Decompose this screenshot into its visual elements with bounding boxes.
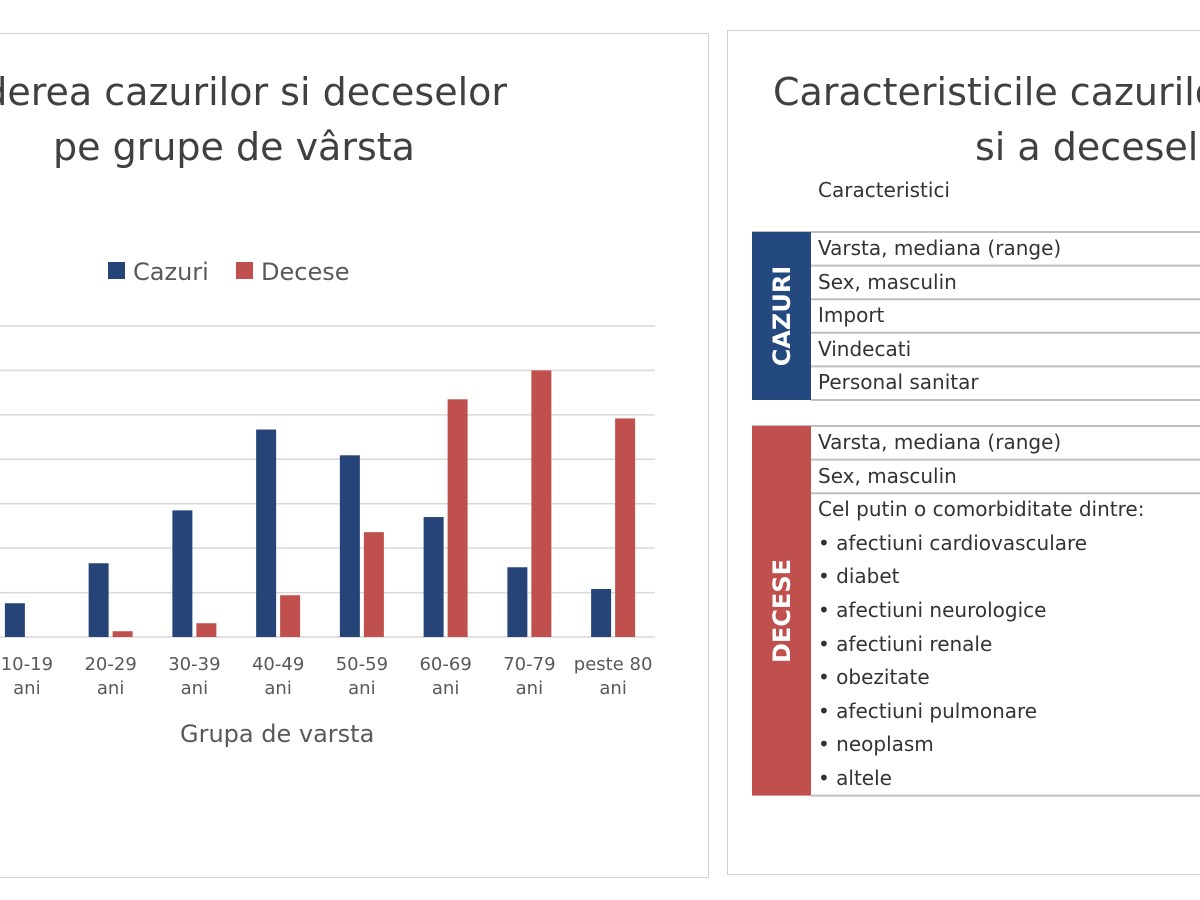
x-tick-label: 60-69 ani (419, 654, 472, 699)
bar (112, 631, 133, 637)
list-item: • afectiuni cardiovasculare (818, 530, 1088, 555)
bar (615, 418, 636, 637)
bar (4, 603, 25, 637)
bar (256, 429, 277, 637)
x-tick-label: 10-19 ani (0, 654, 54, 699)
row-label: Varsta, mediana (range) (818, 236, 1062, 260)
bar (447, 399, 468, 637)
legend-label: Cazuri (133, 258, 209, 286)
group-block (752, 426, 811, 796)
x-tick-label: 70-79 ani (503, 654, 556, 699)
row-label: Vindecati (818, 336, 912, 361)
list-item: • altele (818, 766, 892, 790)
chart-title: pe grupe de vârsta (53, 125, 415, 169)
x-tick-label: 50-59 ani (335, 654, 389, 699)
list-item: • afectiuni neurologice (818, 598, 1047, 622)
row-label: Varsta, mediana (range) (818, 430, 1062, 454)
table-title: Caracteristicile cazurilor (773, 70, 1200, 114)
bar (507, 567, 528, 637)
bar (196, 623, 217, 637)
x-axis-title: Grupa de varsta (180, 720, 375, 748)
list-item: • afectiuni renale (818, 631, 993, 656)
bar (88, 563, 109, 637)
list-item: Cel putin o comorbiditate dintre: (818, 497, 1145, 522)
x-tick-label: 20-29 ani (84, 654, 137, 699)
table-title: si a deceselor (975, 125, 1200, 169)
x-tick-label: 40-49 ani (251, 654, 305, 699)
row-label: Personal sanitar (818, 370, 979, 395)
table-header: Caracteristici (818, 178, 950, 202)
row-label: Sex, masculin (818, 463, 957, 488)
legend-swatch (108, 262, 125, 279)
x-tick-label: peste 80 ani (573, 654, 653, 699)
bar (339, 455, 360, 637)
bar (423, 517, 444, 637)
group-label: DECESE (768, 558, 796, 663)
bar (591, 589, 612, 637)
right-slide (727, 30, 1200, 875)
legend-label: Decese (261, 258, 349, 286)
list-item: • obezitate (818, 665, 930, 690)
group-label: CAZURI (768, 265, 796, 367)
group-block (752, 232, 811, 400)
bar (531, 370, 552, 637)
row-label: Sex, masculin (818, 269, 957, 294)
list-item: • afectiuni pulmonare (818, 698, 1038, 723)
list-item: • diabet (818, 564, 900, 589)
x-tick-label: 30-39 ani (168, 654, 221, 699)
legend-swatch (236, 262, 253, 279)
bar (172, 510, 193, 637)
bar (363, 532, 384, 637)
left-slide (0, 33, 709, 878)
bar (280, 595, 301, 637)
chart-title: nderea cazurilor si deceselor (0, 70, 507, 114)
row-label: Import (818, 303, 885, 328)
list-item: • neoplasm (818, 732, 934, 757)
